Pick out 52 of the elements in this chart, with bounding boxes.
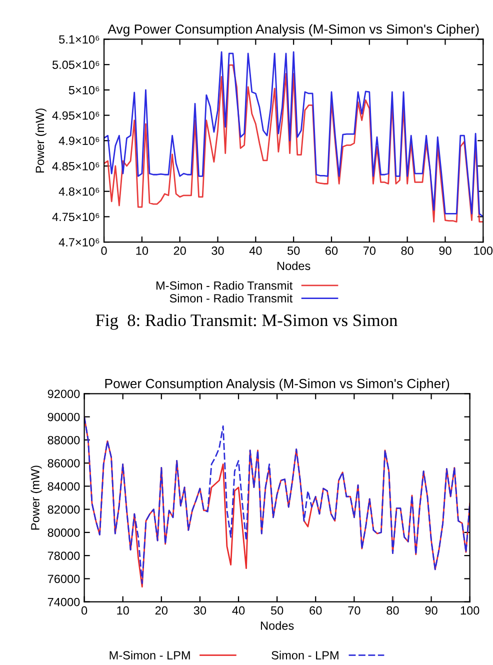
chart-title: Avg Power Consumption Analysis (M-Simon vs Simon's Cipher) (108, 24, 479, 36)
x-tick-label: 90 (425, 606, 438, 615)
y-tick-label: 88000 (48, 436, 80, 444)
x-tick-label: 60 (310, 606, 322, 615)
x-tick-label: 40 (249, 246, 262, 255)
x-tick-label: 80 (386, 606, 399, 615)
x-tick-label: 0 (101, 246, 107, 255)
x-tick-label: 20 (155, 606, 168, 615)
y-tick-label: 4.8×10⁶ (58, 187, 100, 196)
x-tick-label: 100 (474, 246, 493, 255)
x-tick-label: 40 (232, 606, 245, 615)
legend-label: Simon - Radio Transmit (170, 294, 293, 303)
x-axis-title: Nodes (277, 261, 310, 270)
y-tick-label: 92000 (48, 390, 80, 398)
y-tick-label: 5×10⁶ (68, 86, 100, 94)
legend-label: M-Simon - LPM (110, 650, 190, 660)
y-tick-label: 74000 (48, 598, 80, 606)
legend-label: M-Simon - Radio Transmit (156, 281, 293, 290)
x-tick-label: 0 (81, 606, 88, 615)
x-tick-label: 60 (326, 246, 338, 255)
x-tick-label: 30 (212, 246, 224, 255)
y-tick-label: 84000 (48, 482, 80, 491)
y-tick-label: 78000 (48, 552, 80, 560)
x-tick-label: 50 (270, 606, 284, 615)
x-tick-label: 10 (136, 246, 148, 255)
y-tick-label: 90000 (48, 412, 80, 422)
y-tick-label: 5.1×10⁶ (59, 35, 100, 44)
y-tick-label: 80000 (48, 528, 80, 537)
y-tick-label: 76000 (48, 574, 80, 584)
y-tick-label: 4.7×10⁶ (58, 238, 100, 246)
y-tick-label: 86000 (48, 459, 80, 468)
x-tick-label: 20 (174, 246, 186, 255)
y-tick-label: 5.05×10⁶ (52, 60, 100, 69)
y-tick-label: 4.95×10⁶ (52, 111, 100, 120)
x-tick-label: 70 (348, 606, 360, 615)
y-tick-label: 4.9×10⁶ (58, 136, 100, 146)
y-tick-label: 82000 (48, 505, 80, 514)
chart-title: Power Consumption Analysis (M-Simon vs Simon's Cipher) (105, 378, 450, 391)
x-axis-title: Nodes (260, 621, 294, 630)
x-tick-label: 70 (363, 246, 376, 255)
x-tick-label: 100 (460, 606, 480, 615)
caption: Fig 8: Radio Transmit: M-Simon vs Simon (96, 314, 398, 330)
y-axis-title: Power (mW) (30, 466, 42, 530)
legend-label: Simon - LPM (272, 650, 338, 660)
x-tick-label: 90 (439, 246, 452, 255)
x-tick-label: 50 (287, 246, 300, 255)
x-tick-label: 30 (194, 606, 206, 615)
x-tick-label: 80 (401, 246, 414, 255)
x-tick-label: 10 (117, 606, 129, 615)
y-tick-label: 4.85×10⁶ (52, 162, 100, 170)
y-axis-title: Power (mW) (35, 108, 46, 172)
y-tick-label: 4.75×10⁶ (52, 212, 100, 222)
